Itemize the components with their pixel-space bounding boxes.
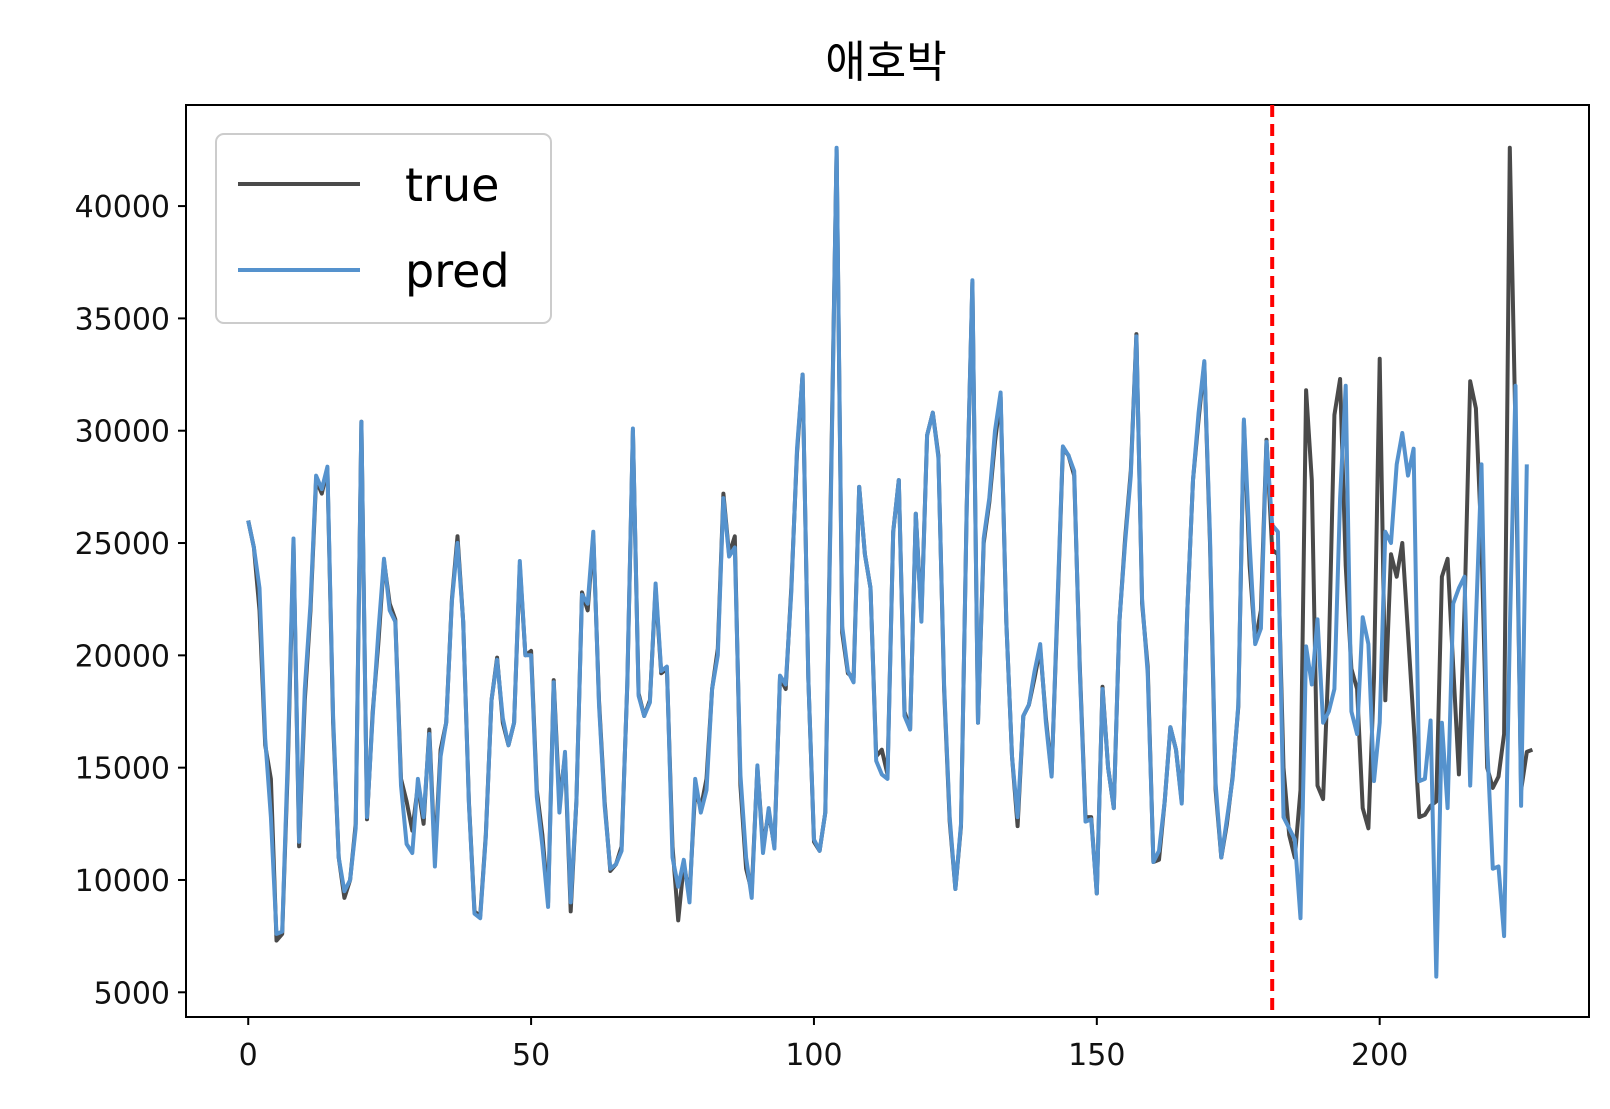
y-axis: 5000 10000 15000 20000 25000 30000 35000 40000 (75, 190, 186, 1011)
series-line-pred (246, 145, 1529, 979)
y-tick-label: 35000 (75, 302, 170, 337)
y-tick-label: 40000 (75, 190, 170, 225)
plot-area (185, 104, 1590, 1018)
legend: true pred (215, 133, 552, 324)
y-tick-label: 5000 (94, 976, 170, 1011)
series-lines (246, 145, 1534, 979)
legend-label-pred: pred (405, 244, 510, 298)
x-tick-label: 200 (1351, 1038, 1408, 1073)
x-axis: 0 50 100 150 200 (239, 1017, 1408, 1073)
y-tick-label: 25000 (75, 527, 170, 562)
plot-frame (185, 104, 1590, 1018)
legend-box (215, 133, 552, 324)
y-tick-label: 30000 (75, 415, 170, 450)
x-tick-label: 50 (512, 1038, 550, 1073)
y-tick-label: 15000 (75, 752, 170, 787)
x-tick-label: 150 (1068, 1038, 1125, 1073)
x-tick-label: 100 (785, 1038, 842, 1073)
y-tick-label: 10000 (75, 864, 170, 899)
legend-label-true: true (405, 158, 499, 212)
x-tick-label: 0 (239, 1038, 258, 1073)
chart-title: 애호박 (825, 37, 946, 88)
y-tick-label: 20000 (75, 639, 170, 674)
